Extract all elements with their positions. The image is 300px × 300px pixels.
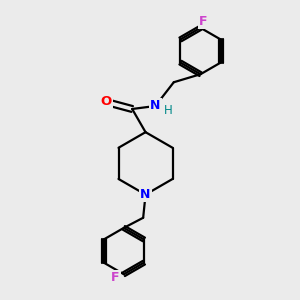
Text: F: F <box>111 271 120 284</box>
Text: H: H <box>164 104 172 117</box>
Text: N: N <box>150 99 161 112</box>
Text: O: O <box>101 95 112 108</box>
Text: F: F <box>199 15 208 28</box>
Text: N: N <box>140 188 151 201</box>
